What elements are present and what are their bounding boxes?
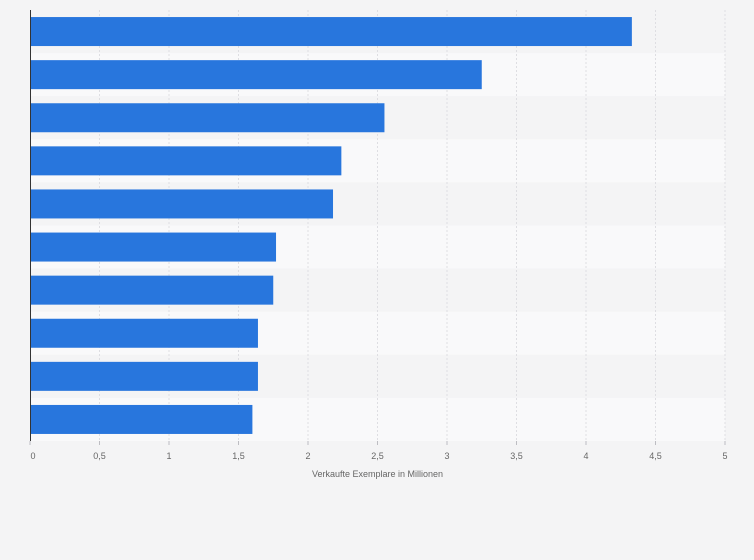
x-axis-title: Verkaufte Exemplare in Millionen <box>312 469 443 479</box>
x-tick-label: 1 <box>166 451 171 461</box>
bar[interactable] <box>30 404 253 434</box>
x-tick-label: 1,5 <box>232 451 245 461</box>
bar[interactable] <box>30 17 632 47</box>
x-tick-label: 0,5 <box>93 451 106 461</box>
x-tick-label: 4 <box>583 451 588 461</box>
bars <box>30 17 632 434</box>
bar[interactable] <box>30 189 334 219</box>
bar[interactable] <box>30 232 277 262</box>
x-tick-label: 3,5 <box>510 451 523 461</box>
x-tick-label: 4,5 <box>649 451 662 461</box>
x-tick-label: 0 <box>30 451 35 461</box>
bar[interactable] <box>30 103 385 133</box>
bar[interactable] <box>30 146 342 176</box>
bar[interactable] <box>30 60 482 90</box>
x-tick-label: 2,5 <box>371 451 384 461</box>
x-tick-label: 3 <box>444 451 449 461</box>
x-axis-ticks: 0 0,5 1 1,5 2 2,5 3 3,5 4 4,5 5 <box>29 441 728 461</box>
bar[interactable] <box>30 361 258 391</box>
bar[interactable] <box>30 275 274 305</box>
x-tick-label: 2 <box>305 451 310 461</box>
x-tick-label: 5 <box>722 451 727 461</box>
bar[interactable] <box>30 318 258 348</box>
